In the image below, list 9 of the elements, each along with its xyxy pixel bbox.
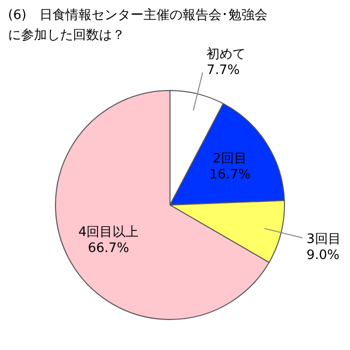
slice-label: 3回目 — [306, 232, 341, 248]
slice-label: 4回目以上 — [78, 224, 139, 240]
slice-label: 初めて — [206, 46, 246, 62]
chart-title: (6) 日食情報センター主催の報告会･勉強会に参加した回数は？ — [8, 7, 268, 45]
data-label: 16.7% — [209, 167, 251, 182]
data-label: 7.7% — [206, 62, 240, 78]
data-label: 9.0% — [306, 248, 340, 264]
data-label: 66.7% — [88, 240, 130, 256]
slice-label: 2回目 — [212, 151, 248, 166]
